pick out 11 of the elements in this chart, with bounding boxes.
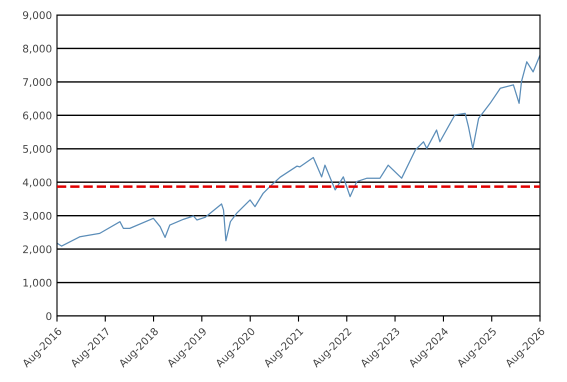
y-tick-label: 4,000 (22, 178, 52, 188)
y-tick-label: 9,000 (22, 11, 52, 20)
y-tick-label: 3,000 (23, 212, 52, 221)
y-tick-label: 0 (46, 312, 52, 320)
y-tick-label: 1,000 (23, 278, 52, 288)
y-tick-label: 7,000 (23, 78, 52, 88)
y-tick-label: 8,000 (23, 44, 52, 54)
line-series (57, 54, 540, 247)
y-tick-label: 6,000 (23, 112, 52, 120)
y-tick-label: 5,000 (23, 145, 52, 154)
y-tick-label: 2,000 (23, 245, 52, 254)
